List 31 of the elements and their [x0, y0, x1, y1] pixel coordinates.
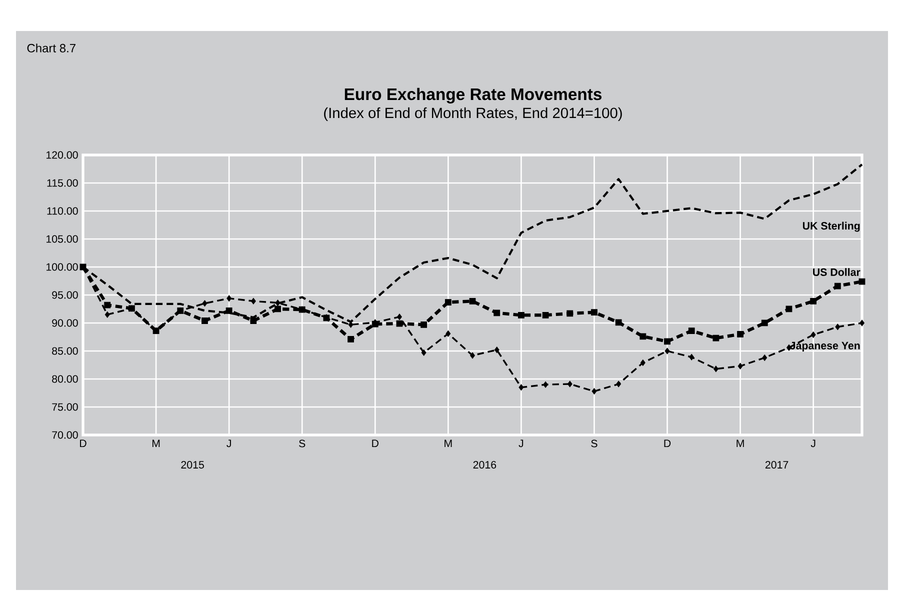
series-label: Japanese Yen	[790, 342, 860, 352]
x-tick-label: J	[518, 440, 524, 448]
x-tick-label: S	[299, 440, 306, 448]
text: 2015	[181, 461, 204, 469]
y-tick-label: 75.00	[52, 403, 78, 411]
y-tick-label: 100.00	[46, 263, 78, 271]
chart-subtitle: (Index of End of Month Rates, End 2014=100)	[324, 107, 622, 122]
y-tick-label: 105.00	[46, 235, 78, 243]
y-tick-label: 80.00	[52, 375, 78, 383]
y-tick-label: 70.00	[52, 431, 78, 439]
y-tick-label: 85.00	[52, 347, 78, 355]
chart-title: Euro Exchange Rate Movements	[344, 88, 602, 104]
text: UK Sterling	[802, 222, 860, 232]
y-tick-label: 90.00	[52, 319, 78, 327]
x-tick-label: J	[226, 440, 231, 448]
text: 2016	[473, 461, 496, 469]
y-tick-label: 110.00	[47, 207, 78, 215]
x-tick-label: M	[152, 440, 160, 448]
x-tick-label: M	[736, 440, 744, 448]
x-tick-label: J	[810, 440, 816, 448]
series-label: US Dollar	[813, 268, 860, 276]
x-tick-label: S	[591, 440, 598, 448]
x-tick-label: D	[372, 440, 378, 448]
text: 2017	[765, 461, 788, 469]
y-tick-label: 120.00	[46, 151, 78, 159]
caption: Chart 8.7	[27, 44, 76, 52]
y-tick-label: 115.00	[47, 179, 78, 187]
x-tick-label: D	[664, 440, 671, 448]
y-tick-label: 95.00	[52, 291, 78, 299]
x-tick-label: M	[444, 440, 452, 448]
x-tick-label: D	[80, 440, 86, 448]
